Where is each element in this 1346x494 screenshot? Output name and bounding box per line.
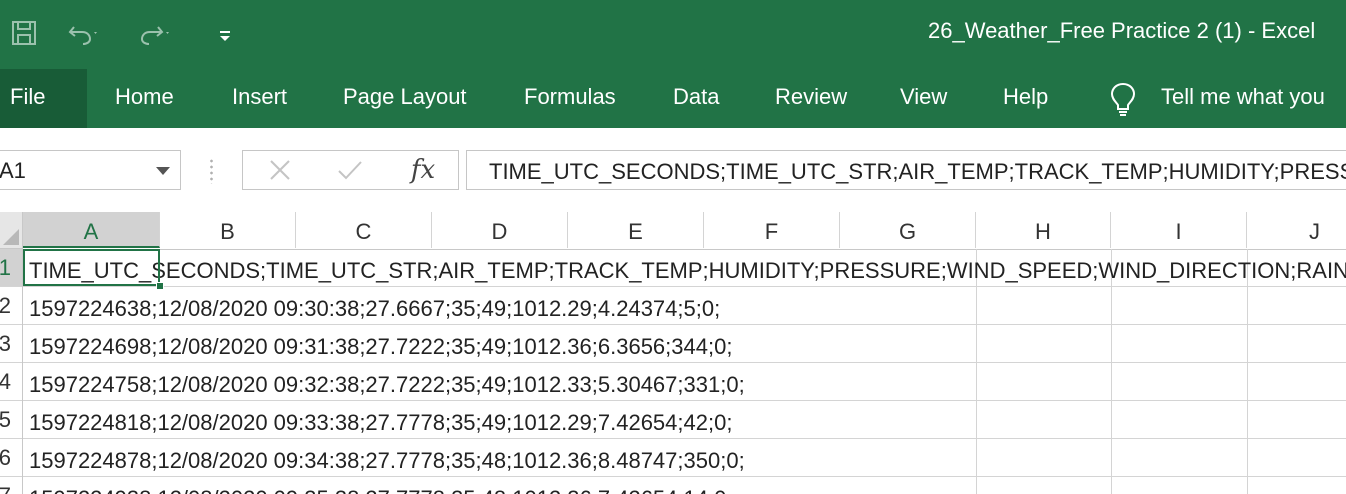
formula-bar-area: A1 fx TIME_UTC_SECONDS;TIME_UTC_STR;AIR_…	[0, 128, 1346, 212]
ribbon-tabs: File Home Insert Page Layout Formulas Da…	[0, 69, 1346, 128]
gridline	[23, 286, 1346, 287]
gridline	[23, 400, 1346, 401]
row-number: 3	[0, 325, 11, 363]
formula-input[interactable]: TIME_UTC_SECONDS;TIME_UTC_STR;AIR_TEMP;T…	[466, 150, 1346, 190]
row-number: 4	[0, 363, 11, 401]
window-title: 26_Weather_Free Practice 2 (1) - Excel	[928, 18, 1315, 44]
column-header-h[interactable]: H	[976, 212, 1111, 248]
row-number: 1	[0, 249, 11, 287]
row-header-5[interactable]: 5	[0, 401, 22, 439]
customize-qat-icon[interactable]	[218, 18, 232, 48]
save-icon[interactable]	[10, 18, 38, 48]
undo-icon[interactable]	[66, 18, 100, 48]
tab-insert[interactable]: Insert	[232, 84, 287, 110]
column-header-e[interactable]: E	[568, 212, 704, 248]
select-all-triangle-icon	[3, 229, 19, 245]
fx-icon: fx	[411, 155, 435, 185]
gridline	[23, 362, 1346, 363]
formula-content: TIME_UTC_SECONDS;TIME_UTC_STR;AIR_TEMP;T…	[489, 159, 1346, 185]
tab-data[interactable]: Data	[673, 84, 719, 110]
cell-area[interactable]: TIME_UTC_SECONDS;TIME_UTC_STR;AIR_TEMP;T…	[23, 249, 1346, 494]
column-header-c[interactable]: C	[296, 212, 432, 248]
lightbulb-icon[interactable]	[1108, 81, 1138, 122]
tab-view[interactable]: View	[900, 84, 947, 110]
tab-formulas[interactable]: Formulas	[524, 84, 616, 110]
gridline	[23, 324, 1346, 325]
tell-me-search[interactable]: Tell me what you	[1161, 84, 1325, 110]
column-header-g[interactable]: G	[840, 212, 976, 248]
column-header-f[interactable]: F	[704, 212, 840, 248]
cell-a7[interactable]: 1597224938;12/08/2020 09:35:38;27.7778;3…	[29, 486, 732, 494]
column-header-b[interactable]: B	[160, 212, 296, 248]
cell-a3[interactable]: 1597224698;12/08/2020 09:31:38;27.7222;3…	[29, 334, 732, 360]
chevron-down-icon[interactable]	[156, 167, 170, 175]
active-cell-border	[23, 249, 160, 286]
insert-function-button[interactable]: fx	[403, 151, 443, 189]
tab-help[interactable]: Help	[1003, 84, 1048, 110]
title-bar: 26_Weather_Free Practice 2 (1) - Excel	[0, 0, 1346, 69]
gridline	[23, 476, 1346, 477]
select-all-button[interactable]	[0, 212, 23, 249]
row-number: 7	[0, 477, 11, 494]
tab-page-layout[interactable]: Page Layout	[343, 84, 467, 110]
row-header-4[interactable]: 4	[0, 363, 22, 401]
tab-home[interactable]: Home	[115, 84, 174, 110]
cancel-icon[interactable]	[263, 151, 297, 189]
row-header-6[interactable]: 6	[0, 439, 22, 477]
enter-check-icon[interactable]	[333, 151, 367, 189]
row-number: 2	[0, 287, 11, 325]
fill-handle[interactable]	[156, 282, 164, 290]
column-header-j[interactable]: J	[1247, 212, 1346, 248]
cell-a6[interactable]: 1597224878;12/08/2020 09:34:38;27.7778;3…	[29, 448, 745, 474]
column-header-i[interactable]: I	[1111, 212, 1247, 248]
cell-a4[interactable]: 1597224758;12/08/2020 09:32:38;27.7222;3…	[29, 372, 745, 398]
column-header-a[interactable]: A	[23, 212, 160, 248]
cell-a1[interactable]: TIME_UTC_SECONDS;TIME_UTC_STR;AIR_TEMP;T…	[29, 258, 1346, 284]
formula-buttons: fx	[242, 150, 459, 190]
row-header-7[interactable]: 7	[0, 477, 22, 494]
name-box[interactable]: A1	[0, 150, 181, 190]
cell-a5[interactable]: 1597224818;12/08/2020 09:33:38;27.7778;3…	[29, 410, 732, 436]
column-headers: A B C D E F G H I J	[23, 212, 1346, 250]
row-number: 6	[0, 439, 11, 477]
row-headers: 1 2 3 4 5 6 7	[0, 249, 23, 494]
formula-bar-grip-icon[interactable]	[210, 158, 213, 184]
name-box-value: A1	[0, 158, 26, 184]
cell-a2[interactable]: 1597224638;12/08/2020 09:30:38;27.6667;3…	[29, 296, 720, 322]
row-header-3[interactable]: 3	[0, 325, 22, 363]
row-number: 5	[0, 401, 11, 439]
row-header-2[interactable]: 2	[0, 287, 22, 325]
redo-icon[interactable]	[138, 18, 172, 48]
column-header-d[interactable]: D	[432, 212, 568, 248]
tab-file[interactable]: File	[10, 84, 45, 110]
gridline	[23, 438, 1346, 439]
row-header-1[interactable]: 1	[0, 249, 22, 287]
worksheet-grid: A B C D E F G H I J 1 2 3 4 5 6 7 TIME_U…	[0, 212, 1346, 494]
tab-review[interactable]: Review	[775, 84, 847, 110]
